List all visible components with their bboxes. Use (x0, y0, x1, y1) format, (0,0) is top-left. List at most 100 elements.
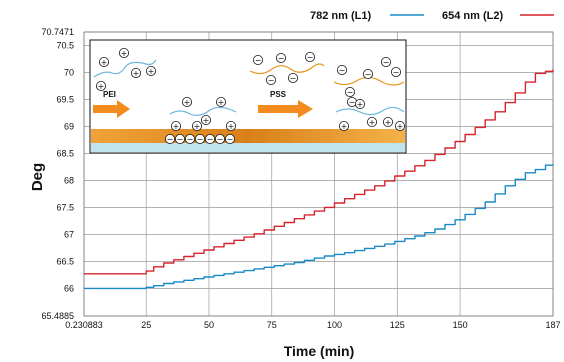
series-lines (84, 69, 554, 290)
pei-layer-chain (169, 106, 237, 116)
legend-label-l2: 654 nm (L2) (442, 10, 503, 22)
plot-area-frame (83, 31, 554, 317)
ion-circle (366, 117, 377, 128)
plus-ion: + (357, 100, 364, 109)
plus-ion: + (184, 98, 191, 107)
plus-ion: + (133, 69, 140, 78)
plus-ion: + (397, 122, 404, 131)
minus-ion: − (278, 54, 285, 63)
minus-ion: − (347, 88, 354, 97)
ion-circle (224, 133, 235, 144)
y-tick-label: 65.4885 (41, 311, 74, 321)
y-tick-label: 69 (64, 121, 74, 131)
series-line-1 (84, 164, 554, 290)
y-tick-label: 70.7471 (41, 27, 74, 37)
pei-arrow (93, 100, 130, 118)
y-tick-label: 67.5 (56, 202, 74, 212)
x-tick-label: 25 (141, 320, 151, 330)
minus-ion: − (290, 74, 297, 83)
inset-label-pei: PEI (103, 90, 116, 99)
ion-circle (96, 81, 107, 92)
ion-circle (204, 133, 215, 144)
x-tick-label: 187 (545, 320, 560, 330)
ion-circle (304, 52, 315, 63)
minus-ion: − (207, 135, 214, 144)
ion-circle (164, 133, 175, 144)
minus-ion: − (383, 58, 390, 67)
x-axis-title: Time (min) (284, 343, 355, 359)
series-line-2 (84, 69, 554, 275)
ion-circle (252, 55, 263, 66)
y-tick-label: 67 (64, 229, 74, 239)
minus-ion: − (339, 66, 346, 75)
ion-circle (380, 57, 391, 68)
pss-chain-free (249, 63, 325, 75)
ion-circle (362, 69, 373, 80)
ion-circle (194, 133, 205, 144)
minus-ion: − (227, 135, 234, 144)
legend: 782 nm (L1) 654 nm (L2) (310, 10, 554, 22)
plus-ion: + (385, 118, 392, 127)
ion-circle (390, 67, 401, 78)
y-tick-label: 68 (64, 175, 74, 185)
y-tick-label: 70.5 (56, 40, 74, 50)
x-tick-labels: 0.230883 25 50 75 100 125 150 187 (65, 320, 560, 330)
x-tick-label: 125 (390, 320, 405, 330)
x-tick-label: 100 (327, 320, 342, 330)
ion-circle (344, 87, 355, 98)
pei-chain-free (93, 59, 157, 78)
plus-ion: + (228, 122, 235, 131)
minus-ion: − (268, 76, 275, 85)
substrate-gold (91, 129, 405, 143)
ion-circle (200, 115, 211, 126)
ion-symbols: +++ +++ ++ +++− − − − − − −− −−−−− −−−−−+ + + ++ (96, 48, 405, 144)
plus-ion: + (101, 58, 108, 67)
ion-circle (336, 65, 347, 76)
pss-arrow (258, 100, 313, 118)
minus-ion: − (393, 68, 400, 77)
ion-circle (214, 133, 225, 144)
minus-ion: − (365, 70, 372, 79)
minus-ion: − (197, 135, 204, 144)
ion-circle (287, 73, 298, 84)
ion-circle (119, 48, 130, 59)
plus-ion: + (341, 122, 348, 131)
plus-ion: + (98, 82, 105, 91)
stack-pei-chain (335, 106, 405, 116)
x-tick-label: 50 (204, 320, 214, 330)
ion-circle (191, 121, 202, 132)
minus-ion: − (177, 135, 184, 144)
minus-ion: − (255, 56, 262, 65)
y-tick-labels: 65.4885 66 66.5 67 67.5 68 68.5 69 69.5 70 70.5 70.… (41, 27, 74, 321)
y-tick-label: 69.5 (56, 94, 74, 104)
ion-circle (354, 99, 365, 110)
legend-label-l1: 782 nm (L1) (310, 10, 371, 22)
y-tick-label: 66.5 (56, 256, 74, 266)
plus-ion: + (218, 98, 225, 107)
ion-circle (170, 121, 181, 132)
ion-circle (265, 75, 276, 86)
x-tick-label: 75 (267, 320, 277, 330)
y-tick-label: 66 (64, 283, 74, 293)
ion-circle (145, 66, 156, 77)
minus-ion: − (167, 135, 174, 144)
x-tick-label: 0.230883 (65, 320, 103, 330)
ion-circle (382, 117, 393, 128)
ion-circle (394, 121, 405, 132)
minus-ion: − (217, 135, 224, 144)
ion-circle (215, 97, 226, 108)
x-tick-label: 150 (453, 320, 468, 330)
ion-circle (130, 68, 141, 79)
ion-circle (225, 121, 236, 132)
minus-ion: − (349, 98, 356, 107)
ion-circle (181, 97, 192, 108)
ion-circle (275, 53, 286, 64)
plus-ion: + (173, 122, 180, 131)
y-tick-label: 70 (64, 67, 74, 77)
plus-ion: + (148, 67, 155, 76)
plus-ion: + (203, 116, 210, 125)
ion-circle (99, 57, 110, 68)
y-axis-title: Deg (29, 163, 46, 191)
ion-circle (184, 133, 195, 144)
